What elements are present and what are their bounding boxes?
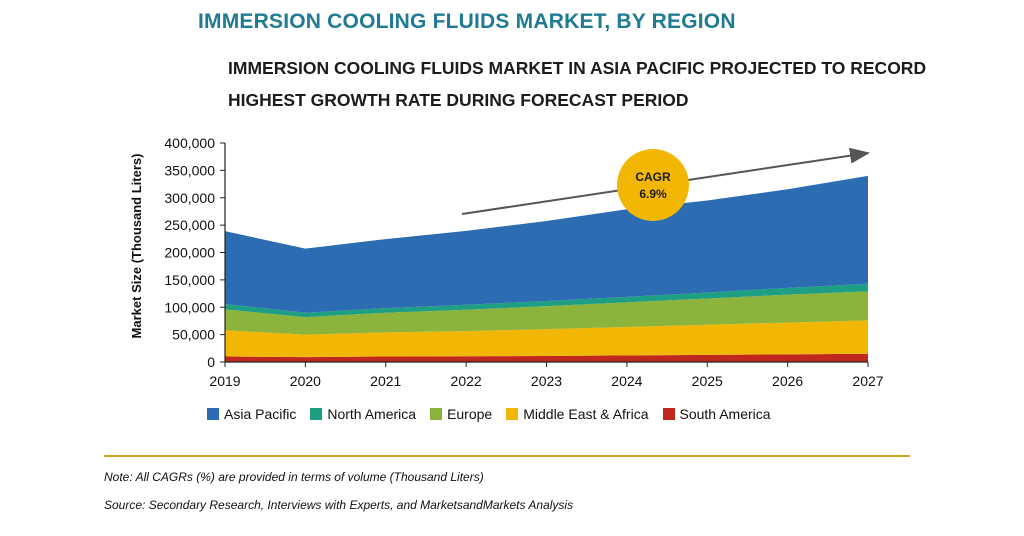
legend-item-europe: Europe <box>430 406 492 422</box>
y-axis-label: Market Size (Thousand Liters) <box>129 154 144 339</box>
legend-label: North America <box>327 406 417 422</box>
y-tick-label: 200,000 <box>164 245 215 261</box>
area-north-america <box>225 283 868 318</box>
subtitle-line-2: HIGHEST GROWTH RATE DURING FORECAST PERI… <box>228 90 689 110</box>
legend-swatch <box>310 408 323 420</box>
x-tick-label: 2020 <box>290 373 321 389</box>
legend-label: Asia Pacific <box>224 406 297 422</box>
legend-swatch <box>430 408 443 420</box>
y-tick-label: 100,000 <box>164 299 215 315</box>
footer-divider <box>104 455 910 457</box>
legend-item-middle-east-africa: Middle East & Africa <box>506 406 649 422</box>
y-tick-label: 50,000 <box>172 327 215 343</box>
legend-swatch <box>506 408 519 420</box>
legend-label: South America <box>679 406 771 422</box>
cagr-label: CAGR <box>635 170 671 184</box>
chart-legend: Asia Pacific North America Europe Middle… <box>207 406 771 422</box>
x-tick-label: 2021 <box>370 373 401 389</box>
y-tick-label: 150,000 <box>164 272 215 288</box>
chart-subtitle: IMMERSION COOLING FLUIDS MARKET IN ASIA … <box>228 52 926 116</box>
cagr-badge: CAGR 6.9% <box>617 149 689 221</box>
subtitle-line-1: IMMERSION COOLING FLUIDS MARKET IN ASIA … <box>228 58 927 78</box>
y-tick-label: 250,000 <box>164 217 215 233</box>
x-tick-label: 2022 <box>451 373 482 389</box>
y-tick-label: 300,000 <box>164 190 215 206</box>
legend-label: Europe <box>447 406 493 422</box>
legend-label: Middle East & Africa <box>523 406 649 422</box>
x-tick-label: 2026 <box>772 373 803 389</box>
chart-title: IMMERSION COOLING FLUIDS MARKET, BY REGI… <box>198 10 736 33</box>
y-tick-label: 400,000 <box>164 135 215 151</box>
footer-source: Source: Secondary Research, Interviews w… <box>104 498 574 512</box>
area-series-group <box>225 175 868 362</box>
area-europe <box>225 291 868 335</box>
x-tick-label: 2027 <box>852 373 883 389</box>
area-asia-pacific <box>225 175 868 313</box>
footer-note: Note: All CAGRs (%) are provided in term… <box>104 470 484 484</box>
area-chart: 0 50,000 100,000 150,000 200,000 250,000 300,0… <box>129 135 884 389</box>
y-tick-label: 0 <box>207 354 215 370</box>
x-tick-label: 2023 <box>531 373 562 389</box>
y-tick-label: 350,000 <box>164 162 215 178</box>
x-tick-label: 2024 <box>611 373 642 389</box>
cagr-value: 6.9% <box>639 187 667 201</box>
legend-item-asia-pacific: Asia Pacific <box>207 406 296 422</box>
legend-item-south-america: South America <box>662 406 771 422</box>
x-tick-label: 2025 <box>692 373 723 389</box>
x-tick-label: 2019 <box>209 373 240 389</box>
legend-swatch <box>662 408 675 420</box>
area-south-america <box>225 353 868 362</box>
legend-item-north-america: North America <box>310 406 416 422</box>
area-middle-east-africa <box>225 320 868 358</box>
axes-group: 0 50,000 100,000 150,000 200,000 250,000 300,0… <box>164 135 883 389</box>
legend-swatch <box>207 408 219 420</box>
